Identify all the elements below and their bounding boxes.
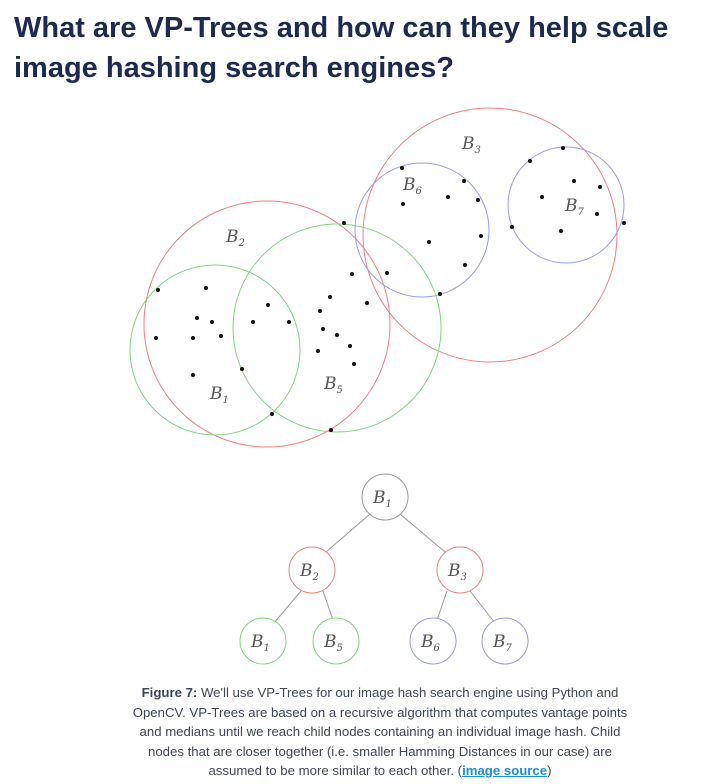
caption-figure-number: Figure 7: [141, 685, 198, 700]
ball-b7 [507, 146, 625, 264]
svg-text:B1: B1 [372, 488, 392, 510]
ball-b5 [232, 223, 442, 433]
svg-text:B2: B2 [299, 561, 319, 583]
svg-text:B3: B3 [447, 561, 467, 583]
tree-node-b7 [481, 617, 529, 665]
svg-text:B7: B7 [492, 632, 513, 654]
caption-suffix: ) [547, 763, 552, 778]
tree-node-b2 [288, 546, 336, 594]
tree-node-b1 [239, 617, 287, 665]
svg-text:B1: B1 [250, 632, 270, 654]
tree-nodes [239, 473, 529, 665]
tree-node-b6 [409, 617, 457, 665]
ball-partition-diagram [129, 107, 625, 448]
region-label-b2: B2 [225, 227, 245, 249]
region-label-b1: B1 [209, 384, 229, 406]
region-labels: B3 B6 B7 B2 B1 B5 [209, 134, 585, 406]
image-source-link[interactable]: image source [462, 763, 548, 778]
ball-b2 [143, 200, 391, 448]
region-label-b6: B6 [402, 175, 423, 197]
page-title: What are VP-Trees and how can they help … [14, 12, 669, 84]
tree-node-b3 [436, 546, 484, 594]
tree-node-b5 [312, 617, 360, 665]
svg-text:B5: B5 [323, 632, 343, 654]
region-label-b7: B7 [564, 196, 585, 218]
svg-text:B6: B6 [420, 632, 441, 654]
region-label-b3: B3 [461, 134, 481, 156]
caption-text: We'll use VP-Trees for our image hash se… [132, 685, 628, 778]
ball-b3 [362, 107, 618, 363]
tree-node-root [361, 473, 409, 521]
ball-b1 [129, 264, 301, 436]
data-points [154, 146, 626, 432]
region-label-b5: B5 [323, 374, 343, 396]
tree-edges [273, 513, 496, 624]
ball-b6 [354, 162, 490, 298]
tree-node-labels: B1 B2 B3 B1 B5 B6 B7 [250, 488, 513, 654]
figure-caption: Figure 7: We'll use VP-Trees for our ima… [120, 683, 640, 781]
